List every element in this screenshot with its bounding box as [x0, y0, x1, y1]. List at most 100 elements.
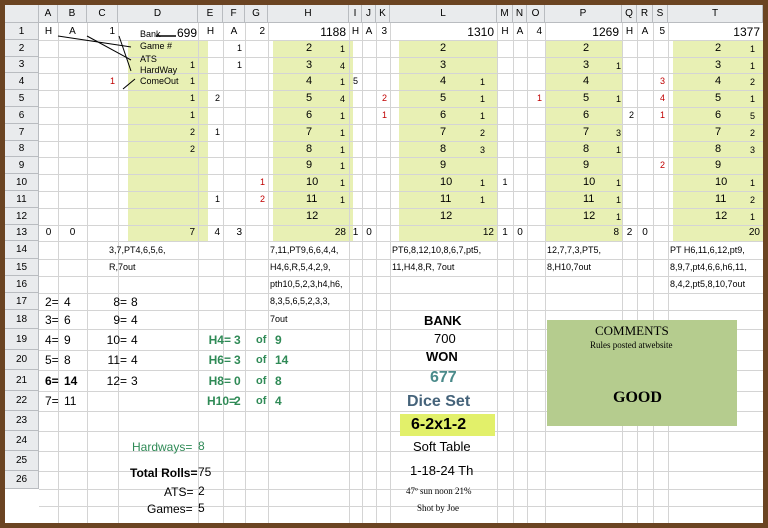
row-header-21[interactable]: 21 — [5, 370, 39, 391]
column-header-e[interactable]: E — [198, 5, 223, 23]
g5-game-no: 5 — [659, 26, 665, 37]
grid-vline — [198, 23, 199, 523]
row-header-3[interactable]: 3 — [5, 57, 39, 73]
row-header-7[interactable]: 7 — [5, 124, 39, 141]
dice-set-box — [400, 414, 495, 436]
row-header-20[interactable]: 20 — [5, 350, 39, 370]
column-header-b[interactable]: B — [58, 5, 87, 23]
row-header-5[interactable]: 5 — [5, 90, 39, 107]
row-header-15[interactable]: 15 — [5, 259, 39, 276]
hardway-made: 2 — [234, 394, 241, 408]
column-header-f[interactable]: F — [223, 5, 245, 23]
summary-shooter: Shot by Joe — [417, 503, 460, 513]
row-header-8[interactable]: 8 — [5, 141, 39, 157]
row-header-16[interactable]: 16 — [5, 276, 39, 293]
column-header-c[interactable]: C — [87, 5, 118, 23]
hardway-label: H6= — [208, 353, 231, 367]
hardway-of: of — [256, 374, 267, 387]
d-count: 1 — [189, 76, 195, 86]
g4-count: 1 — [616, 60, 622, 71]
summary-table: Soft Table — [413, 439, 471, 454]
row-header-24[interactable]: 24 — [5, 431, 39, 451]
grid-hline — [39, 471, 763, 472]
g3-h-label: H — [351, 25, 360, 37]
column-header-g[interactable]: G — [245, 5, 268, 23]
summary-date: 1-18-24 Th — [410, 463, 474, 478]
column-header-a[interactable]: A — [39, 5, 58, 23]
row-header-25[interactable]: 25 — [5, 451, 39, 471]
row-header-4[interactable]: 4 — [5, 73, 39, 90]
row-header-12[interactable]: 12 — [5, 208, 39, 225]
g2-bank: 1188 — [320, 24, 346, 39]
roll-sequence: 12,7,7,3,PT5, — [547, 244, 602, 255]
row-header-17[interactable]: 17 — [5, 293, 39, 310]
row-header-23[interactable]: 23 — [5, 411, 39, 431]
g4-count: 3 — [616, 128, 622, 138]
row-header-26[interactable]: 26 — [5, 471, 39, 489]
g2-count: 1 — [340, 111, 346, 121]
comments-box[interactable]: COMMENTS Rules posted atwebsite GOOD — [547, 320, 737, 426]
grid-hline — [39, 90, 763, 91]
grid-hline — [39, 191, 763, 192]
legend-game-no: 1 — [109, 25, 115, 37]
row-header-2[interactable]: 2 — [5, 40, 39, 57]
g1-sequence-2: R,7out — [109, 262, 136, 272]
column-header-t[interactable]: T — [668, 5, 763, 23]
row-header-22[interactable]: 22 — [5, 391, 39, 411]
roll-count-value: 6 — [64, 312, 71, 327]
row-header-1[interactable]: 1 — [5, 23, 39, 40]
row-header-14[interactable]: 14 — [5, 241, 39, 259]
roll-count-value: 14 — [64, 373, 78, 388]
roll-sequence: PT6,8,12,10,8,6,7,pt5, — [392, 244, 482, 255]
row-header-9[interactable]: 9 — [5, 157, 39, 174]
column-header-h[interactable]: H — [268, 5, 349, 23]
select-all-corner[interactable] — [5, 5, 39, 23]
summary-weather: 47º sun noon 21% — [406, 486, 472, 496]
g3-game-no: 3 — [381, 26, 387, 37]
row-header-10[interactable]: 10 — [5, 174, 39, 191]
row-header-19[interactable]: 19 — [5, 329, 39, 350]
g2-count: 1 — [340, 144, 346, 155]
column-header-j[interactable]: J — [362, 5, 376, 23]
g5-count: 1 — [750, 60, 756, 71]
g2-point: 2 — [306, 42, 313, 54]
legend-item-game: Game # — [140, 41, 173, 51]
grid-vline — [653, 23, 654, 523]
g2-point: 3 — [306, 58, 313, 71]
row-header-18[interactable]: 18 — [5, 310, 39, 329]
column-header-i[interactable]: I — [349, 5, 362, 23]
column-header-r[interactable]: R — [637, 5, 653, 23]
comments-title: COMMENTS — [595, 323, 669, 338]
total-d: 7 — [189, 227, 195, 238]
column-header-o[interactable]: O — [527, 5, 545, 23]
row-header-13[interactable]: 13 — [5, 225, 39, 241]
g3-bank: 1310 — [467, 24, 494, 39]
hardways-label: Hardways= — [132, 440, 193, 454]
g2-count: 1 — [340, 44, 346, 54]
row-header-6[interactable]: 6 — [5, 107, 39, 124]
g5-s-count: 4 — [659, 93, 665, 103]
roll-count-key: 5= — [45, 353, 59, 367]
legend-item-ats: ATS — [140, 54, 157, 64]
g4-count: 1 — [616, 195, 622, 205]
g5-count: 1 — [750, 94, 756, 104]
column-header-m[interactable]: M — [497, 5, 513, 23]
column-header-q[interactable]: Q — [622, 5, 637, 23]
g3-count: 2 — [480, 128, 486, 138]
g2-count: 4 — [340, 94, 346, 104]
g2-point: 5 — [306, 92, 313, 104]
column-header-p[interactable]: P — [545, 5, 622, 23]
total-l: 12 — [482, 227, 494, 238]
row-header-11[interactable]: 11 — [5, 191, 39, 208]
column-header-n[interactable]: N — [513, 5, 527, 23]
column-header-d[interactable]: D — [118, 5, 198, 23]
column-header-l[interactable]: L — [390, 5, 497, 23]
total-rolls-value: 75 — [198, 465, 212, 479]
g2-count: 1 — [340, 77, 346, 87]
roll-count-value: 4 — [131, 332, 138, 347]
column-header-s[interactable]: S — [653, 5, 668, 23]
hardway-label: H10= — [207, 394, 237, 408]
grid-vline — [349, 23, 350, 523]
column-header-k[interactable]: K — [376, 5, 390, 23]
